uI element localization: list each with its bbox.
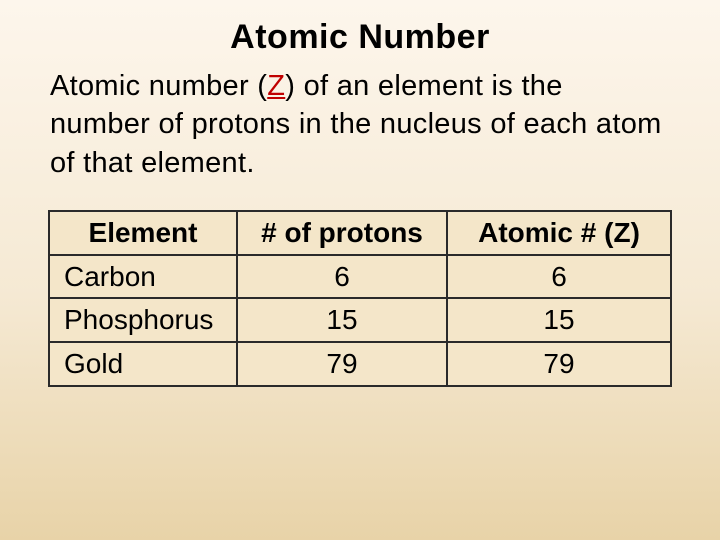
slide-title: Atomic Number — [50, 18, 670, 57]
table-header-row: Element # of protons Atomic # (Z) — [49, 211, 671, 255]
table-row: Gold 79 79 — [49, 342, 671, 386]
col-header-z: Atomic # (Z) — [447, 211, 671, 255]
table-container: Element # of protons Atomic # (Z) Carbon… — [50, 210, 670, 387]
col-header-element: Element — [49, 211, 237, 255]
cell-element: Phosphorus — [49, 298, 237, 342]
z-symbol: Z — [267, 70, 285, 102]
cell-z: 15 — [447, 298, 671, 342]
cell-protons: 79 — [237, 342, 447, 386]
slide: Atomic Number Atomic number (Z) of an el… — [0, 0, 720, 540]
table-row: Phosphorus 15 15 — [49, 298, 671, 342]
cell-element: Carbon — [49, 255, 237, 299]
cell-element: Gold — [49, 342, 237, 386]
atomic-number-table: Element # of protons Atomic # (Z) Carbon… — [48, 210, 672, 387]
body-paragraph: Atomic number (Z) of an element is the n… — [50, 67, 670, 182]
body-pre-z: Atomic number ( — [50, 70, 267, 102]
cell-z: 6 — [447, 255, 671, 299]
cell-protons: 15 — [237, 298, 447, 342]
table-row: Carbon 6 6 — [49, 255, 671, 299]
cell-z: 79 — [447, 342, 671, 386]
cell-protons: 6 — [237, 255, 447, 299]
col-header-protons: # of protons — [237, 211, 447, 255]
